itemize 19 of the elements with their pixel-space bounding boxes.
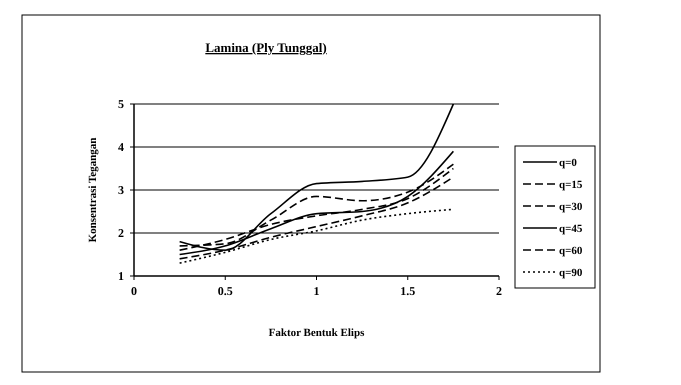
x-tick-label: 0.5 [218,284,233,298]
legend-label: q=15 [559,179,583,191]
x-tick-label: 0 [131,284,137,298]
legend-label: q=90 [559,267,583,279]
legend-label: q=30 [559,201,583,213]
y-tick-label: 3 [118,183,124,197]
x-tick-label: 1 [314,284,320,298]
x-tick-label: 2 [496,284,502,298]
y-tick-label: 2 [118,226,124,240]
legend-label: q=0 [559,157,578,169]
chart-title: Lamina (Ply Tunggal) [205,40,327,55]
legend-label: q=45 [559,223,583,235]
y-axis-title: Konsentrasi Tegangan [87,138,99,242]
legend-label: q=60 [559,245,583,257]
y-tick-label: 4 [118,140,124,154]
x-tick-label: 1.5 [400,284,416,298]
y-tick-label: 1 [118,269,124,283]
x-axis-title: Faktor Bentuk Elips [268,327,366,339]
y-tick-label: 5 [118,97,124,111]
